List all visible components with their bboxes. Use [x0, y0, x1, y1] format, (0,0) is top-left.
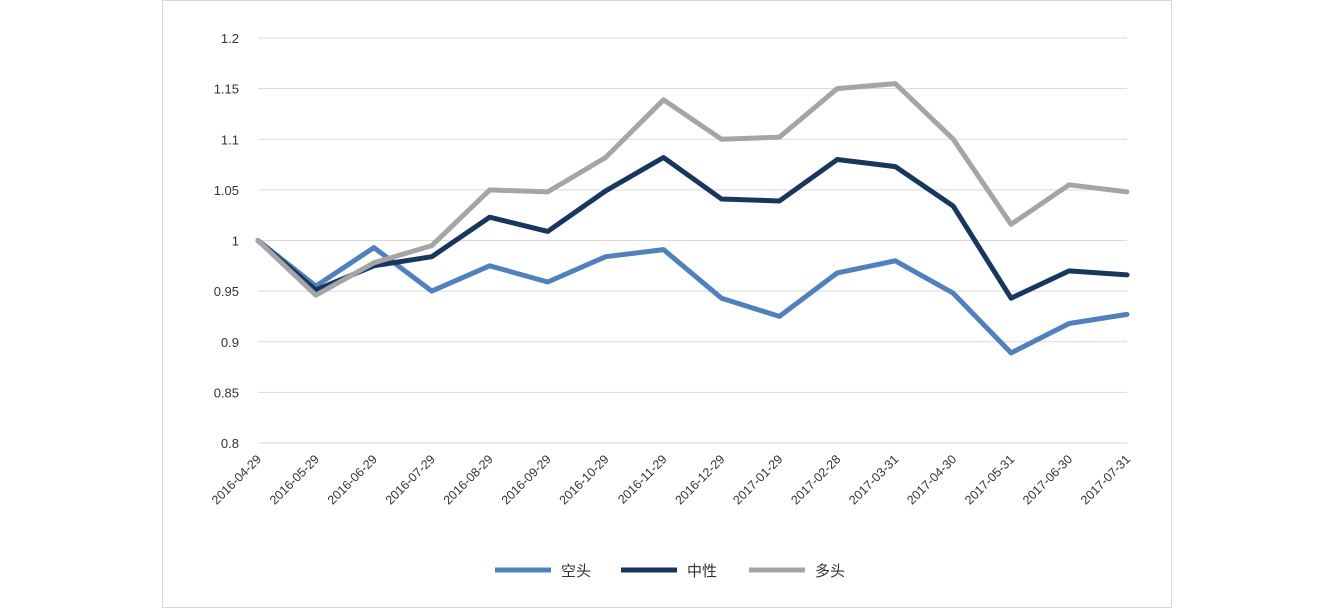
x-tick-label: 2016-10-29: [557, 452, 612, 507]
x-tick-label: 2016-05-29: [267, 452, 322, 507]
x-tick-label: 2017-07-31: [1078, 452, 1133, 507]
y-tick-label: 0.85: [214, 385, 239, 400]
y-tick-label: 0.95: [214, 284, 239, 299]
x-tick-label: 2016-04-29: [209, 452, 264, 507]
x-tick-label: 2016-07-29: [383, 452, 438, 507]
y-tick-label: 1: [232, 234, 239, 249]
x-tick-label: 2016-11-29: [615, 452, 669, 506]
gridlines: [258, 37, 1127, 444]
legend-label: 多头: [815, 563, 845, 580]
y-tick-label: 1.15: [214, 82, 239, 97]
y-tick-label: 1.2: [221, 31, 239, 46]
legend: 空头 中性 多头: [495, 563, 845, 580]
y-axis-ticks: 1.2 1.15 1.1 1.05 1 0.95 0.9 0.85 0.8: [214, 31, 239, 451]
series-lines: [255, 81, 1130, 356]
x-tick-label: 2016-06-29: [325, 452, 380, 507]
x-tick-label: 2016-08-29: [441, 452, 496, 507]
x-tick-label: 2017-06-30: [1020, 452, 1075, 507]
legend-label: 中性: [687, 563, 717, 580]
series-line-0: [255, 238, 1130, 356]
legend-label: 空头: [561, 563, 591, 580]
x-tick-label: 2017-05-31: [962, 452, 1017, 507]
x-tick-label: 2016-09-29: [499, 452, 554, 507]
x-tick-label: 2017-02-28: [788, 452, 843, 507]
chart-frame: 1.2 1.15 1.1 1.05 1 0.95 0.9 0.85 0.8 2016-04-29…: [162, 0, 1172, 608]
y-tick-label: 0.9: [221, 335, 239, 350]
x-axis-ticks: 2016-04-29 2016-05-29 2016-06-29 2016-07-29…: [209, 452, 1133, 507]
series-line-1: [255, 155, 1130, 301]
y-tick-label: 1.1: [221, 132, 239, 147]
series-line-2: [255, 81, 1130, 298]
x-tick-label: 2017-03-31: [846, 452, 901, 507]
line-chart: 1.2 1.15 1.1 1.05 1 0.95 0.9 0.85 0.8 2016-04-29…: [209, 31, 1133, 580]
y-tick-label: 1.05: [214, 183, 239, 198]
x-tick-label: 2017-01-29: [730, 452, 785, 507]
y-tick-label: 0.8: [221, 436, 239, 451]
x-tick-label: 2017-04-30: [904, 452, 959, 507]
x-tick-label: 2016-12-29: [672, 452, 727, 507]
